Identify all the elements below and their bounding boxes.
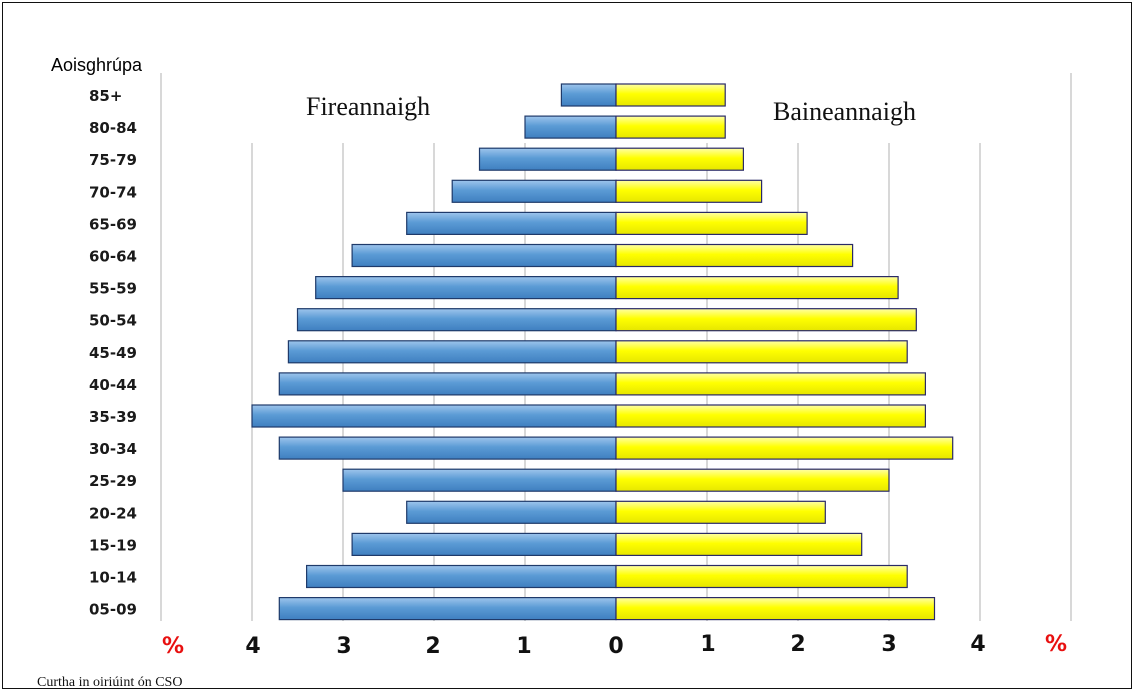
bar-female-60-64	[615, 243, 854, 268]
bar-female-10-14	[615, 564, 908, 589]
age-label-25-29: 25-29	[89, 472, 137, 490]
bar-female-25-29	[615, 468, 890, 492]
x-tick-left-2: 3	[336, 634, 351, 659]
age-label-60-64: 60-64	[89, 248, 137, 266]
x-tick-right-4: %	[1045, 632, 1067, 657]
x-tick-left-4: 1	[516, 634, 531, 659]
bar-female-40-44	[615, 372, 926, 396]
series-label-female: Baineannaigh	[773, 97, 916, 126]
x-tick-right-0: 1	[700, 632, 715, 657]
age-label-10-14: 10-14	[89, 569, 137, 587]
age-label-35-39: 35-39	[89, 408, 137, 426]
bar-male-65-69	[406, 211, 617, 235]
bar-male-40-44	[278, 372, 617, 396]
x-tick-right-1: 2	[790, 632, 805, 657]
y-axis-title: Aoisghrúpa	[51, 55, 143, 75]
population-pyramid-chart: 85+ 80-84 75-79 70-74 65-69 60-64 55-59 50-54 45…	[51, 55, 1072, 659]
age-label-85+: 85+	[89, 87, 122, 105]
bar-female-35-39	[615, 404, 926, 428]
x-tick-right-3: 4	[970, 632, 985, 657]
x-tick-zero: 0	[608, 634, 623, 659]
bar-female-55-59	[615, 276, 899, 300]
bar-male-10-14	[306, 564, 617, 589]
age-label-75-79: 75-79	[89, 151, 137, 169]
bar-female-70-74	[615, 179, 763, 203]
bar-male-50-54	[296, 308, 617, 332]
x-tick-left-3: 2	[425, 634, 440, 659]
bar-male-55-59	[315, 276, 617, 300]
age-label-15-19: 15-19	[89, 536, 137, 554]
age-label-65-69: 65-69	[89, 215, 137, 233]
source-note: Curtha in oiriúint ón CSO	[37, 675, 183, 690]
bar-female-65-69	[615, 211, 808, 235]
age-label-40-44: 40-44	[89, 376, 137, 394]
bar-female-50-54	[615, 308, 917, 332]
bar-male-15-19	[351, 532, 617, 557]
bar-female-75-79	[615, 147, 745, 171]
bar-male-20-24	[406, 500, 617, 524]
bar-male-25-29	[342, 468, 617, 492]
bar-male-60-64	[351, 243, 617, 268]
bar-male-80-84	[524, 115, 617, 139]
bar-female-20-24	[615, 500, 826, 524]
bar-male-35-39	[251, 404, 617, 428]
age-label-30-34: 30-34	[89, 440, 137, 458]
age-label-70-74: 70-74	[89, 183, 137, 201]
age-label-20-24: 20-24	[89, 504, 137, 522]
age-label-80-84: 80-84	[89, 119, 137, 137]
bar-female-05-09	[615, 596, 936, 621]
bar-female-80-84	[615, 115, 726, 139]
bar-male-30-34	[278, 436, 617, 460]
series-label-male: Fireannaigh	[306, 92, 430, 121]
x-tick-left-0: %	[162, 634, 184, 659]
x-tick-right-2: 3	[881, 632, 896, 657]
age-label-45-49: 45-49	[89, 344, 137, 362]
bar-male-70-74	[451, 179, 617, 203]
bars	[251, 83, 954, 621]
bar-female-15-19	[615, 532, 863, 557]
age-label-05-09: 05-09	[89, 601, 137, 619]
age-group-labels: 85+ 80-84 75-79 70-74 65-69 60-64 55-59 50-54 45…	[89, 87, 137, 619]
age-label-55-59: 55-59	[89, 280, 137, 298]
age-label-50-54: 50-54	[89, 312, 137, 330]
x-axis-labels: % 4 3 2 1 0 1 2 3 4%	[162, 632, 1067, 659]
bar-male-05-09	[278, 596, 617, 621]
bar-male-75-79	[478, 147, 617, 171]
bar-female-45-49	[615, 340, 908, 364]
bar-male-85+	[560, 83, 617, 107]
bar-female-30-34	[615, 436, 954, 460]
bar-male-45-49	[287, 340, 617, 364]
x-tick-left-1: 4	[245, 634, 260, 659]
bar-female-85+	[615, 83, 726, 107]
